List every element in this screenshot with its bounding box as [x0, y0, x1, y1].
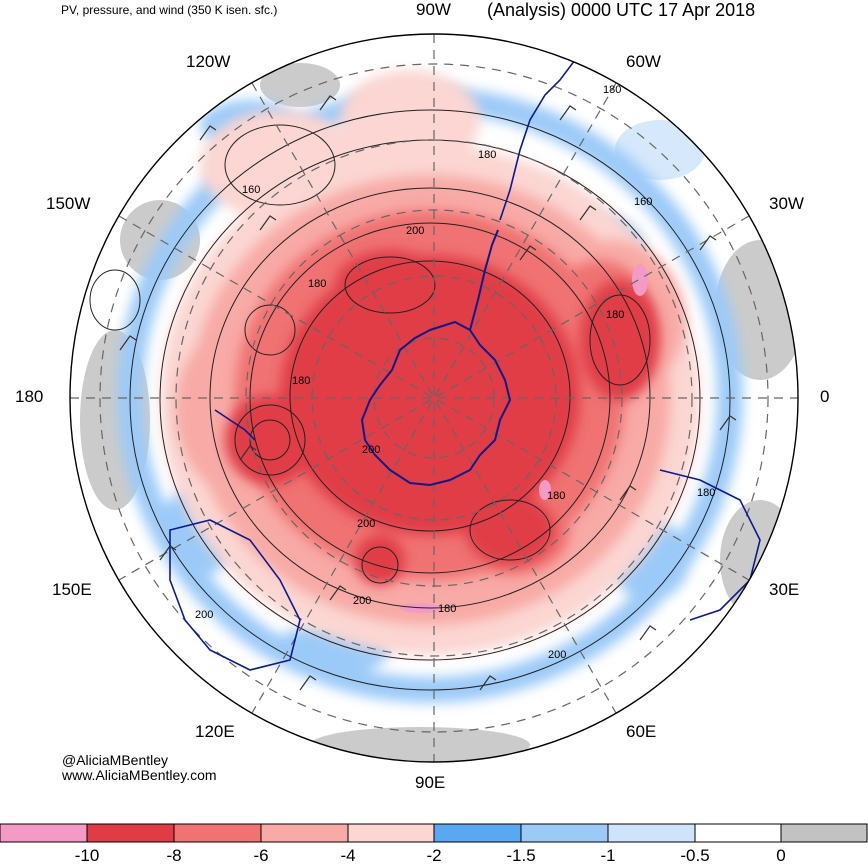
lon-label-180: 180	[15, 387, 44, 406]
contour-label: 200	[195, 609, 213, 621]
colorbar-swatch	[0, 823, 88, 843]
colorbar-swatch	[86, 823, 175, 843]
colorbar	[0, 823, 868, 843]
africa-coastline	[659, 469, 761, 621]
colorbar-tick-label: -8	[166, 846, 182, 865]
contour-label: 180	[478, 149, 496, 161]
wind-barbs	[119, 95, 737, 691]
lon-label-120w: 120W	[186, 52, 231, 71]
credit-website: www.AliciaMBentley.com	[62, 767, 217, 783]
lon-label-150e: 150E	[52, 580, 92, 599]
south-america-coastline	[499, 49, 591, 221]
contour-label: 180	[308, 278, 326, 290]
australia-coastline	[169, 519, 301, 671]
contour-label: 200	[353, 595, 371, 607]
colorbar-tick-label: -6	[253, 846, 269, 865]
colorbar-swatch	[607, 823, 696, 843]
lon-label-120e: 120E	[195, 722, 235, 741]
pv-field: 180 180 160 160 200 180 180 180 200 180 …	[70, 34, 798, 762]
lon-label-60e: 60E	[626, 722, 657, 741]
colorbar-tick-label: 0	[776, 846, 786, 865]
contour-label: 180	[438, 603, 456, 615]
colorbar-tick-label: -2	[426, 846, 442, 865]
antarctic-peninsula	[469, 229, 499, 331]
contour-label: 200	[548, 649, 566, 661]
contour-label: 180	[547, 490, 565, 502]
contour-label: 200	[357, 518, 375, 530]
lon-label-0: 0	[820, 387, 830, 406]
colorbar-tick-label: -1.5	[506, 846, 536, 865]
lon-label-90w: 90W	[416, 0, 451, 19]
contour-label: 180	[603, 84, 621, 96]
colorbar-swatch	[173, 823, 262, 843]
colorbar-swatch	[260, 823, 349, 843]
contour-label: 160	[242, 184, 260, 196]
chart-subtitle: PV, pressure, and wind (350 K isen. sfc.…	[61, 3, 278, 17]
contour-label: 180	[606, 309, 624, 321]
colorbar-tick-label: -4	[340, 846, 356, 865]
map-boundary	[69, 33, 799, 763]
new-zealand-coastline	[214, 409, 256, 441]
lon-label-90e: 90E	[415, 773, 446, 792]
colorbar-tick-label: -10	[74, 846, 100, 865]
antarctica-coastline	[360, 320, 512, 487]
graticule	[70, 34, 798, 762]
lon-label-30e: 30E	[769, 580, 800, 599]
colorbar-swatch	[694, 823, 782, 843]
lon-label-60w: 60W	[626, 52, 661, 71]
colorbar-swatch	[433, 823, 522, 843]
contour-label: 180	[697, 487, 715, 499]
lon-label-30w: 30W	[769, 194, 804, 213]
contour-labels: 180 180 160 160 200 180 180 180 200 180 …	[195, 84, 715, 661]
contour-label: 200	[406, 225, 424, 237]
colorbar-tick-label: -0.5	[680, 846, 710, 865]
contour-label: 180	[292, 375, 310, 387]
colorbar-swatch	[520, 823, 609, 843]
lon-label-150w: 150W	[46, 194, 91, 213]
credit-twitter: @AliciaMBentley	[62, 752, 169, 768]
colorbar-swatch	[780, 823, 868, 843]
chart-title: (Analysis) 0000 UTC 17 Apr 2018	[487, 0, 756, 20]
contour-label: 200	[362, 444, 380, 456]
contour-label: 160	[634, 196, 652, 208]
colorbar-swatch	[347, 823, 435, 843]
colorbar-tick-label: -1	[600, 846, 616, 865]
